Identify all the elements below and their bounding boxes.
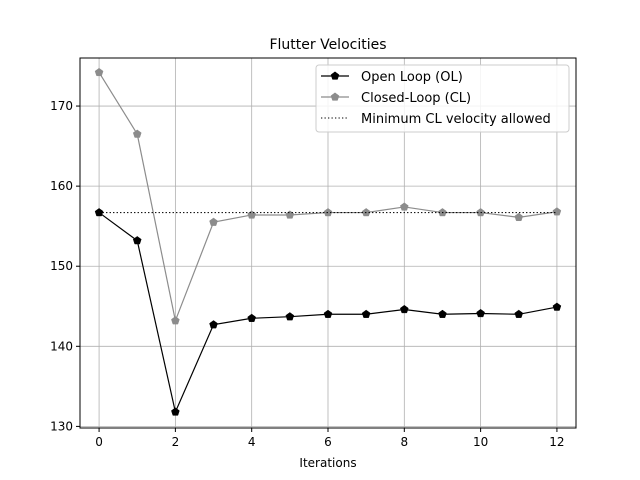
- data-point: [400, 202, 409, 211]
- data-point: [171, 316, 180, 325]
- data-point: [132, 129, 142, 138]
- data-point: [209, 320, 218, 329]
- legend-marker: [330, 71, 340, 80]
- x-tick-label: 6: [324, 435, 332, 449]
- data-point: [514, 212, 524, 222]
- series-1: [94, 208, 562, 416]
- axis-ticks: 0 2 4 6 8 10 12 130 140 150 160 170: [50, 99, 564, 449]
- legend-label: Closed-Loop (CL): [361, 91, 471, 106]
- legend-box: [315, 64, 570, 133]
- y-tick-label: 150: [50, 259, 73, 273]
- y-tick-label: 140: [50, 339, 73, 353]
- y-tick-label: 130: [50, 419, 73, 433]
- x-tick-label: 12: [549, 435, 564, 449]
- data-point: [476, 308, 485, 318]
- y-tick-label: 160: [50, 179, 73, 193]
- data-point: [361, 309, 371, 318]
- chart-title: Flutter Velocities: [269, 37, 386, 53]
- series-layer: [94, 67, 562, 416]
- data-point: [285, 312, 295, 321]
- x-tick-label: 10: [473, 435, 488, 449]
- y-tick-label: 170: [50, 99, 73, 113]
- x-tick-label: 0: [95, 435, 103, 449]
- legend: Open Loop (OL) Closed-Loop (CL) Minimum CL…: [315, 64, 570, 133]
- legend-marker: [330, 92, 340, 101]
- data-point: [400, 304, 409, 314]
- data-point: [247, 313, 256, 322]
- data-point: [323, 309, 333, 318]
- data-point: [285, 210, 295, 219]
- data-point: [438, 309, 447, 318]
- data-point: [552, 207, 562, 216]
- data-point: [514, 309, 524, 318]
- data-point: [323, 208, 333, 217]
- data-point: [132, 236, 142, 245]
- x-axis-label: Iterations: [299, 456, 356, 470]
- x-tick-label: 2: [172, 435, 180, 449]
- x-tick-label: 8: [400, 435, 408, 449]
- x-tick-label: 4: [248, 435, 256, 449]
- data-point: [247, 210, 256, 219]
- legend-label: Minimum CL velocity allowed: [361, 112, 551, 127]
- data-point: [552, 302, 562, 311]
- data-point: [94, 208, 104, 217]
- legend-label: Open Loop (OL): [361, 70, 463, 85]
- data-point: [94, 67, 104, 77]
- data-point: [209, 217, 218, 226]
- data-point: [171, 407, 180, 416]
